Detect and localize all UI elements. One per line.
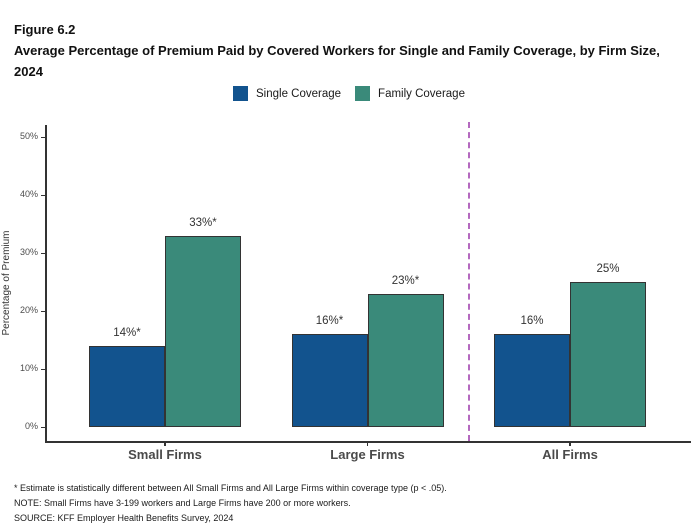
legend-label-single: Single Coverage: [256, 87, 342, 100]
y-axis-tick: [41, 426, 45, 428]
x-axis-tick: [164, 441, 166, 446]
single-coverage-swatch-icon: [233, 86, 249, 101]
bar-value-label: 33%*: [189, 216, 217, 229]
bar-value-label: 16%*: [315, 315, 344, 328]
bar-value-label: 14%*: [113, 326, 141, 339]
bar-single-coverage: [494, 334, 570, 427]
category-label-small-firms: Small Firms: [128, 447, 202, 462]
legend-item-single-coverage: Single Coverage: [233, 86, 341, 101]
y-axis-line: [45, 125, 47, 443]
y-axis-tick: [41, 252, 45, 254]
y-axis-tick-label: 30%: [19, 247, 38, 257]
bar-single-coverage: [291, 334, 368, 427]
group-separator-dashed-line: [467, 122, 470, 441]
legend-item-family-coverage: Family Coverage: [355, 86, 465, 101]
figure-title: Average Percentage of Premium Paid by Co…: [14, 43, 660, 79]
y-axis-tick-label: 40%: [19, 189, 38, 199]
title-block: Figure 6.2 Average Percentage of Premium…: [14, 19, 678, 82]
legend-label-family: Family Coverage: [378, 87, 465, 100]
bar-value-label: 25%: [596, 263, 620, 275]
footnote-text: * Estimate is statistically different be…: [14, 483, 447, 493]
family-coverage-swatch-icon: [355, 86, 371, 101]
y-axis-tick: [41, 368, 45, 370]
x-axis-tick: [366, 441, 369, 446]
category-label-all-firms: All Firms: [542, 447, 598, 462]
y-axis-tick-label: 10%: [19, 363, 38, 373]
bar-value-label: 23%*: [391, 274, 420, 287]
y-axis-tick: [41, 136, 45, 138]
source-text: SOURCE: KFF Employer Health Benefits Sur…: [14, 513, 234, 523]
y-axis-tick-label: 0%: [24, 421, 38, 431]
y-axis-tick: [41, 194, 45, 196]
bar-family-coverage: [165, 235, 241, 427]
y-axis-tick-label: 50%: [19, 131, 38, 141]
y-axis-tick-label: 20%: [19, 305, 38, 315]
figure-number: Figure 6.2: [14, 22, 76, 37]
bar-family-coverage: [570, 282, 646, 427]
bar-value-label: 16%: [520, 315, 544, 328]
chart-notes: * Estimate is statistically different be…: [14, 481, 690, 525]
bar-single-coverage: [89, 345, 165, 427]
chart-legend: Single Coverage Family Coverage: [0, 85, 698, 102]
x-axis-tick: [569, 441, 571, 446]
y-axis-tick: [41, 310, 45, 312]
bar-family-coverage: [367, 293, 444, 427]
note-text: NOTE: Small Firms have 3-199 workers and…: [14, 498, 351, 508]
category-label-large-firms: Large Firms: [330, 447, 405, 462]
y-axis-title: Percentage of Premium: [1, 230, 12, 336]
